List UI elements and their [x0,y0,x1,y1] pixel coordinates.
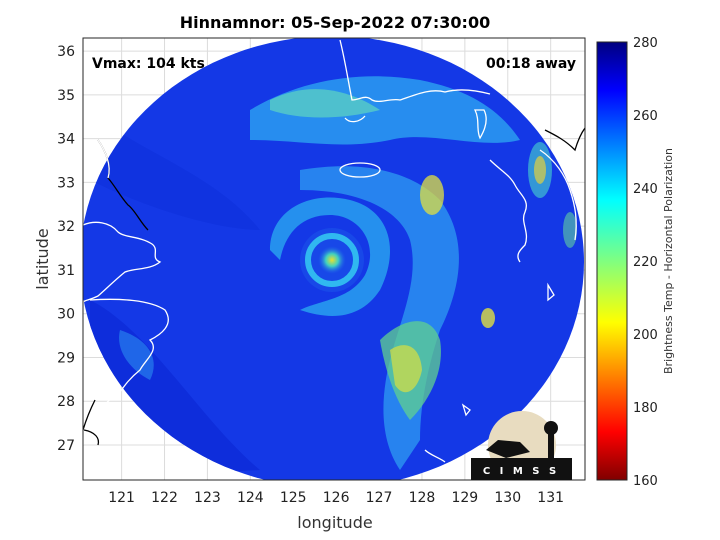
x-axis-label: longitude [297,513,372,532]
colorbar-tick-label: 220 [633,255,658,270]
logo-text: C I M S S [483,466,559,477]
coast-kyushu-w [489,159,528,263]
chart-title: Hinnamnor: 05-Sep-2022 07:30:00 [180,13,490,32]
x-tick-label: 131 [537,490,564,506]
coast-jeju [339,162,381,178]
y-tick-label: 36 [57,44,75,60]
x-ticks: 121 122 123 124 125 126 127 128 129 130 131 [108,490,564,506]
x-tick-label: 129 [451,490,478,506]
y-tick-label: 35 [57,88,75,104]
y-tick-label: 29 [57,350,75,366]
x-tick-label: 125 [280,490,307,506]
x-tick-label: 130 [494,490,521,506]
axes-frame [82,37,586,481]
coast-taiwan-north [83,429,100,446]
logo-dish [486,440,530,458]
coast-fujian [83,399,96,431]
coast-kyushu-e [539,149,577,241]
north-outflow-core [270,89,380,118]
coast-tsushima [473,109,487,140]
x-tick-label: 126 [323,490,350,506]
logo-tower [548,430,554,458]
x-tick-label: 122 [151,490,178,506]
convective-spot-1 [420,175,444,215]
y-tick-label: 28 [57,394,75,410]
x-tick-label: 123 [194,490,221,506]
y-axis-label: latitude [33,228,52,289]
coast-china-north-in [97,139,110,179]
coast-island-b [461,403,471,417]
convective-spot-3-core [534,156,546,184]
coast-shikoku [544,127,585,152]
eyewall [305,233,359,287]
x-tick-label: 124 [237,490,264,506]
colorbar-label: Brightness Temp - Horizontal Polarizatio… [662,148,675,374]
logo-bar [471,458,572,480]
x-tick-label: 121 [108,490,135,506]
y-tick-label: 27 [57,438,75,454]
coast-korea-isl [344,115,366,123]
logo-tower-top [544,421,558,435]
colorbar-tick-label: 280 [633,36,658,51]
vmax-annotation: Vmax: 104 kts [92,56,205,72]
coast-zhejiang [83,298,169,446]
coast-china-inland [83,221,162,303]
colorbar-tick-label: 200 [633,328,658,343]
colorbar-ticks: 160 180 200 220 240 260 280 [633,36,658,489]
inner-spiral [270,197,390,316]
cimss-logo: C I M S S [471,411,572,480]
colorbar-tick-label: 160 [633,474,658,489]
y-tick-label: 32 [57,219,75,235]
colorbar-tick-label: 260 [633,109,658,124]
coastlines [83,39,585,463]
coast-island-c [424,449,446,463]
y-ticks: 27 28 29 30 31 32 33 34 35 36 [57,44,75,454]
y-tick-label: 33 [57,175,75,191]
convective-spot-2 [481,308,495,328]
dark-band-nw [90,120,260,230]
eye-core [318,246,346,274]
coast-korea [339,39,491,103]
x-tick-label: 128 [409,490,436,506]
sw-band [119,330,154,380]
swath-field [83,38,584,480]
y-tick-label: 30 [57,307,75,323]
colorbar-frame [596,41,628,481]
y-tick-label: 31 [57,263,75,279]
coast-island-a [547,282,555,302]
colorbar [597,42,627,480]
convective-spot-4 [563,212,577,248]
spiral-band-peak [390,345,422,393]
colorbar-tick-label: 180 [633,401,658,416]
x-tick-label: 127 [366,490,393,506]
colorbar-tick-label: 240 [633,182,658,197]
time-offset-annotation: 00:18 away [486,56,576,72]
y-tick-label: 34 [57,132,75,148]
